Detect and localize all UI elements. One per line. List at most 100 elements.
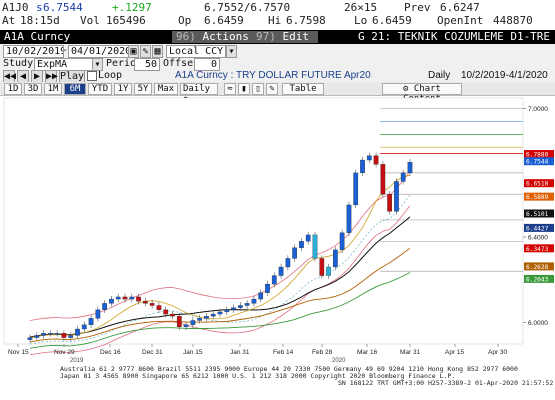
value-tag-label: 6.7880 bbox=[526, 152, 549, 159]
candle-body bbox=[380, 164, 386, 195]
candle-body bbox=[238, 305, 243, 308]
open-interest-label: OpenInt bbox=[437, 14, 484, 27]
tab-5y[interactable]: 5Y bbox=[134, 83, 152, 95]
study-label: Study bbox=[3, 58, 34, 69]
edit-menu[interactable]: 97) Edit ▾ bbox=[252, 30, 318, 55]
footer: Australia 61 2 9777 8600 Brazil 5511 239… bbox=[0, 365, 555, 400]
candle-body bbox=[163, 309, 169, 315]
chevron-down-icon[interactable]: ▾ bbox=[226, 45, 237, 58]
edit-label: Edit bbox=[282, 30, 310, 43]
candle-body bbox=[400, 172, 406, 182]
currency-select[interactable]: Local CCY bbox=[166, 45, 226, 58]
upper-band bbox=[29, 171, 411, 321]
offset-input[interactable]: 0 bbox=[194, 58, 220, 71]
candle-body bbox=[170, 313, 175, 317]
x-tick-label: Nov 15 bbox=[8, 349, 29, 356]
candle-body bbox=[265, 283, 270, 293]
candle-body bbox=[88, 318, 94, 325]
date-range-label: 10/2/2019-4/1/2020 bbox=[461, 70, 548, 81]
table-button[interactable]: Table bbox=[282, 83, 324, 95]
value-tag-label: 6.3473 bbox=[526, 246, 549, 253]
value-tag bbox=[524, 244, 554, 253]
tab-3d[interactable]: 3D bbox=[24, 83, 42, 95]
value-tag bbox=[524, 223, 554, 232]
candle-body bbox=[48, 333, 53, 335]
candle-body bbox=[109, 298, 114, 304]
candle-body bbox=[299, 241, 304, 248]
line-chart-icon[interactable]: ≈ bbox=[224, 83, 236, 95]
tools-icon[interactable]: ▦ bbox=[152, 45, 163, 58]
draw-icon[interactable]: ✎ bbox=[266, 83, 278, 95]
candle-body bbox=[305, 234, 311, 242]
actions-menu[interactable]: 96) Actions ▾ bbox=[172, 30, 255, 55]
step-back-icon[interactable]: ◀ bbox=[17, 70, 29, 83]
tab-ytd[interactable]: YTD bbox=[88, 83, 112, 95]
chart-grid bbox=[3, 97, 524, 345]
candle-body bbox=[143, 301, 148, 304]
candle-body bbox=[360, 159, 365, 174]
value-tag-label: 6.2043 bbox=[526, 276, 549, 283]
footer-contacts-2: Japan 81 3 4565 8900 Singapore 65 6212 1… bbox=[60, 372, 456, 380]
candle-body bbox=[68, 335, 74, 338]
tab-1m[interactable]: 1M bbox=[44, 83, 62, 95]
candle-body bbox=[217, 311, 223, 315]
start-date-input[interactable]: 10/02/2019 bbox=[3, 45, 64, 58]
date-separator: - bbox=[62, 45, 69, 56]
bar-chart-icon[interactable]: ▮ bbox=[238, 83, 250, 95]
high-label: Hi bbox=[268, 14, 282, 27]
candle-body bbox=[190, 320, 196, 325]
value-tag-label: 6.5889 bbox=[526, 194, 549, 201]
value-tag bbox=[524, 157, 554, 166]
x-tick-label: Mar 16 bbox=[357, 349, 378, 356]
candle-body bbox=[285, 258, 291, 268]
candle-body bbox=[312, 234, 318, 259]
chart-description: A1A Curncy : TRY DOLLAR FUTURE Apr20 bbox=[175, 70, 371, 81]
x-year-label: 2020 bbox=[332, 358, 346, 364]
candle-body bbox=[122, 296, 128, 300]
x-tick-label: Jan 15 bbox=[183, 349, 203, 356]
high-value: 6.7598 bbox=[286, 14, 326, 27]
tab-6m[interactable]: 6M bbox=[64, 83, 86, 95]
value-tag bbox=[524, 179, 554, 188]
tab-1d[interactable]: 1D bbox=[4, 83, 22, 95]
x-axis-ticks: Nov 15 Nov 29 Dec 16 Dec 31 Jan 15 Jan 31 Feb … bbox=[8, 344, 508, 364]
candle-body bbox=[326, 266, 331, 276]
candle-body bbox=[278, 266, 284, 276]
candle-body bbox=[102, 303, 107, 310]
calendar-icon[interactable]: ▣ bbox=[128, 45, 139, 58]
plot-area bbox=[3, 97, 524, 345]
footer-session: SN 168122 TRT GMT+3:00 H257-3389-2 01-Ap… bbox=[338, 379, 554, 387]
x-tick-label: Apr 30 bbox=[488, 349, 508, 356]
value-tag bbox=[524, 192, 554, 201]
tab-1y[interactable]: 1Y bbox=[114, 83, 132, 95]
edit-icon[interactable]: ✎ bbox=[140, 45, 151, 58]
chart-content-button[interactable]: ⚙ Chart Content bbox=[382, 83, 462, 104]
value-tag-label: 6.6518 bbox=[526, 181, 549, 188]
loop-checkbox[interactable] bbox=[87, 71, 97, 81]
bid-ask: 6.7552/6.7570 bbox=[204, 1, 291, 14]
x-tick-label: Nov 29 bbox=[54, 349, 75, 356]
candle-body bbox=[156, 305, 162, 310]
last-prefix: s bbox=[36, 1, 43, 14]
chevron-down-icon[interactable]: ▾ bbox=[92, 58, 103, 71]
value-tag-label: 6.2628 bbox=[526, 264, 549, 271]
low-label: Lo bbox=[354, 14, 368, 27]
net-change: +.1297 bbox=[112, 1, 152, 14]
candle-body bbox=[183, 324, 189, 328]
candle-body bbox=[394, 181, 399, 212]
page-title: G 21: TEKNIK COZUMLEME D1-TRE bbox=[358, 30, 551, 43]
frequency-select[interactable]: Daily ▾ bbox=[180, 83, 218, 104]
candle-chart-icon[interactable]: ▯ bbox=[252, 83, 264, 95]
x-tick-label: Feb 14 bbox=[273, 349, 294, 356]
candle-body bbox=[41, 333, 46, 336]
price-chart[interactable]: 7.0000 6.4000 6.0000 Nov 15 Nov 29 Dec 16 Dec… bbox=[0, 96, 555, 364]
y-axis-ticks: 7.0000 6.4000 6.0000 bbox=[523, 106, 548, 327]
actions-label: Actions bbox=[202, 30, 249, 43]
lower-band bbox=[29, 205, 411, 356]
end-date-input[interactable]: 04/01/2020 bbox=[68, 45, 129, 58]
last-price: 6.7544 bbox=[43, 1, 83, 14]
tab-max[interactable]: Max bbox=[154, 83, 178, 95]
candle-body bbox=[224, 309, 230, 313]
period-input[interactable]: 50 bbox=[134, 58, 160, 71]
open-label: Op bbox=[178, 14, 192, 27]
